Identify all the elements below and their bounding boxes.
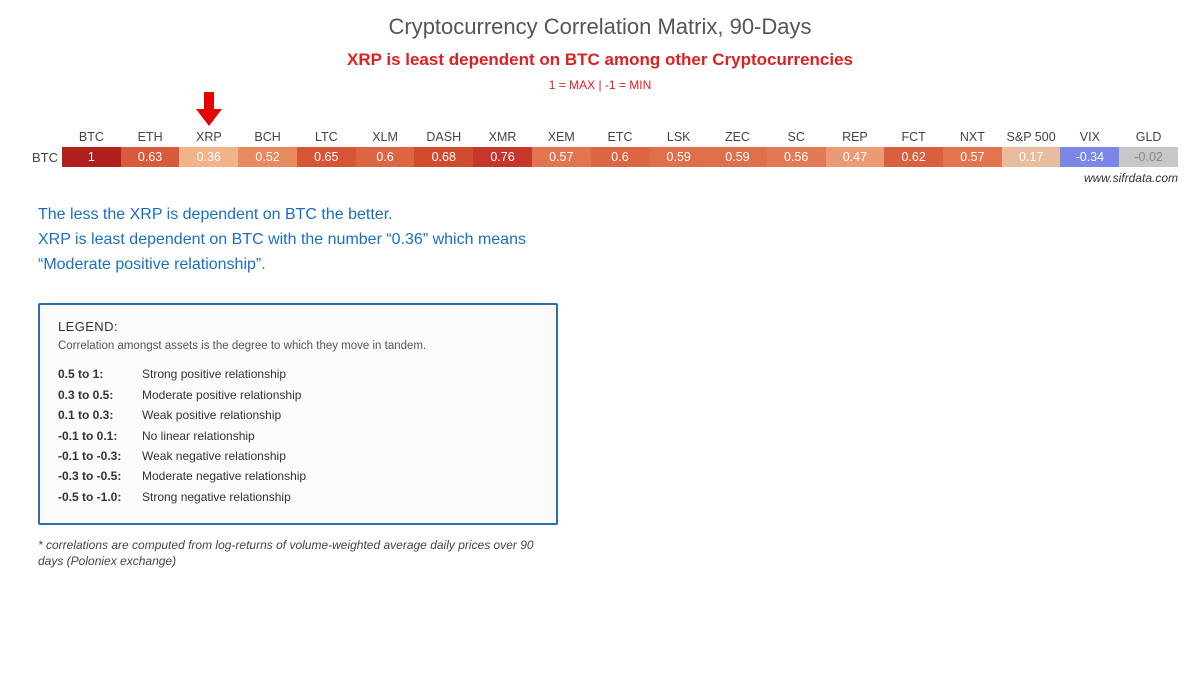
legend-desc: Moderate positive relationship (142, 388, 301, 402)
commentary-line: XRP is least dependent on BTC with the n… (38, 228, 1200, 253)
legend-intro: Correlation amongst assets is the degree… (58, 340, 538, 352)
correlation-cell: 0.59 (649, 147, 708, 167)
correlation-cell: 0.52 (238, 147, 297, 167)
column-header: ZEC (708, 130, 767, 147)
legend-desc: Weak positive relationship (142, 408, 281, 422)
column-header: NXT (943, 130, 1002, 147)
legend-desc: Weak negative relationship (142, 449, 286, 463)
commentary-line: The less the XRP is dependent on BTC the… (38, 203, 1200, 228)
legend-range: -0.1 to -0.3: (58, 446, 142, 466)
legend-box: LEGEND: Correlation amongst assets is th… (38, 303, 558, 525)
legend-range: -0.1 to 0.1: (58, 426, 142, 446)
correlation-cell: 0.36 (179, 147, 238, 167)
correlation-cell: 0.63 (121, 147, 180, 167)
footnote: * correlations are computed from log-ret… (38, 537, 558, 569)
column-header: XEM (532, 130, 591, 147)
column-header: ETC (591, 130, 650, 147)
column-header: S&P 500 (1002, 130, 1061, 147)
correlation-cell: 0.57 (532, 147, 591, 167)
commentary-line: “Moderate positive relationship”. (38, 253, 1200, 278)
column-header: LTC (297, 130, 356, 147)
correlation-cell: 0.17 (1002, 147, 1061, 167)
legend-range: 0.3 to 0.5: (58, 385, 142, 405)
legend-row: 0.5 to 1:Strong positive relationship (58, 364, 538, 384)
legend-row: -0.5 to -1.0:Strong negative relationshi… (58, 487, 538, 507)
legend-desc: Moderate negative relationship (142, 469, 306, 483)
column-header: XMR (473, 130, 532, 147)
legend-row: 0.3 to 0.5:Moderate positive relationshi… (58, 385, 538, 405)
row-label: BTC (22, 147, 62, 167)
legend-row: 0.1 to 0.3:Weak positive relationship (58, 405, 538, 425)
column-header: SC (767, 130, 826, 147)
column-header: XRP (179, 130, 238, 147)
correlation-cell: 0.6 (591, 147, 650, 167)
column-header: REP (826, 130, 885, 147)
legend-desc: No linear relationship (142, 429, 255, 443)
correlation-cell: 0.57 (943, 147, 1002, 167)
minmax-label: 1 = MAX | -1 = MIN (0, 78, 1200, 92)
correlation-matrix: BTCETHXRPBCHLTCXLMDASHXMRXEMETCLSKZECSCR… (0, 130, 1200, 167)
correlation-cell: 0.56 (767, 147, 826, 167)
column-header: BCH (238, 130, 297, 147)
correlation-cell: 0.59 (708, 147, 767, 167)
legend-range: -0.3 to -0.5: (58, 466, 142, 486)
correlation-cell: 0.76 (473, 147, 532, 167)
source-credit: www.sifrdata.com (0, 167, 1200, 185)
column-header: ETH (121, 130, 180, 147)
correlation-cell: 0.47 (826, 147, 885, 167)
column-header: DASH (414, 130, 473, 147)
column-header: LSK (649, 130, 708, 147)
legend-desc: Strong positive relationship (142, 367, 286, 381)
page-title: Cryptocurrency Correlation Matrix, 90-Da… (0, 0, 1200, 40)
column-header: VIX (1060, 130, 1119, 147)
commentary-block: The less the XRP is dependent on BTC the… (38, 203, 1200, 277)
legend-range: 0.5 to 1: (58, 364, 142, 384)
correlation-cell: -0.02 (1119, 147, 1178, 167)
legend-row: -0.1 to 0.1:No linear relationship (58, 426, 538, 446)
legend-row: -0.3 to -0.5:Moderate negative relations… (58, 466, 538, 486)
legend-range: 0.1 to 0.3: (58, 405, 142, 425)
correlation-cell: -0.34 (1060, 147, 1119, 167)
column-header: GLD (1119, 130, 1178, 147)
correlation-cell: 1 (62, 147, 121, 167)
column-header: XLM (356, 130, 415, 147)
correlation-cell: 0.62 (884, 147, 943, 167)
subtitle: XRP is least dependent on BTC among othe… (0, 50, 1200, 70)
legend-title: LEGEND: (58, 319, 538, 334)
correlation-cell: 0.68 (414, 147, 473, 167)
correlation-cell: 0.65 (297, 147, 356, 167)
legend-desc: Strong negative relationship (142, 490, 291, 504)
correlation-cell: 0.6 (356, 147, 415, 167)
legend-row: -0.1 to -0.3:Weak negative relationship (58, 446, 538, 466)
highlight-arrow-icon (194, 92, 224, 126)
column-header: BTC (62, 130, 121, 147)
legend-range: -0.5 to -1.0: (58, 487, 142, 507)
column-header: FCT (884, 130, 943, 147)
